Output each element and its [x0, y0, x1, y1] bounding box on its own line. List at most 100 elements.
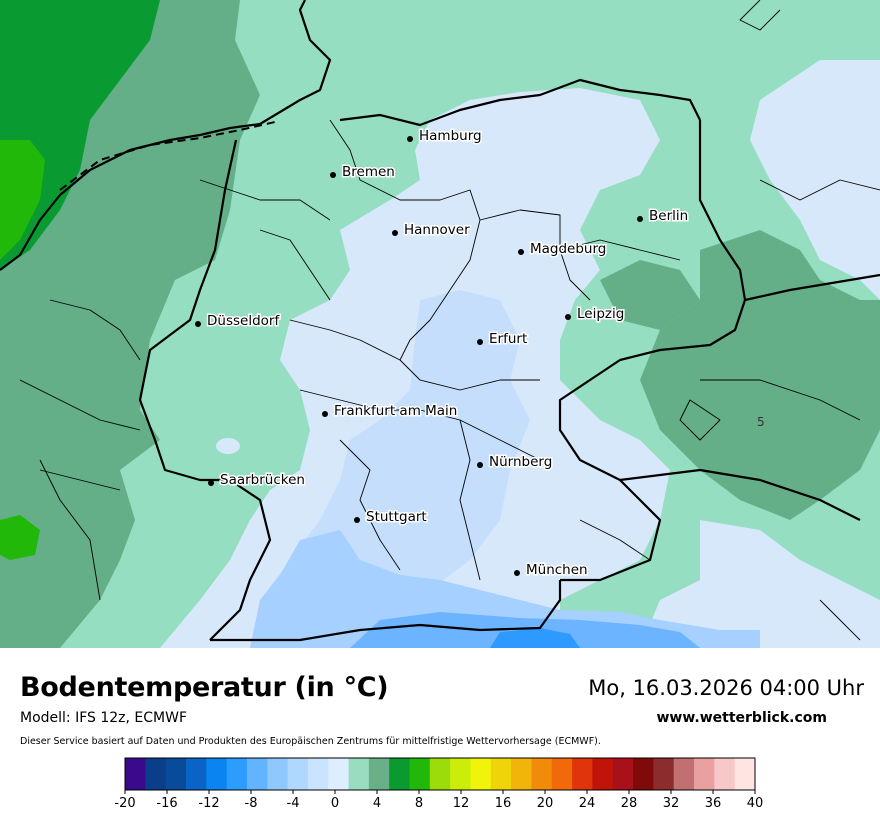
legend-swatch — [328, 758, 350, 790]
zone-cold-blue — [250, 530, 760, 648]
border-west — [138, 139, 272, 641]
legend-tick-label: -8 — [245, 796, 258, 811]
coastline-elbe — [259, 0, 332, 125]
temperature-map: Hamburg Bremen Hannover Berlin Magdeburg Leip… — [0, 0, 880, 648]
city-marker — [322, 411, 328, 417]
legend-swatch — [165, 758, 187, 790]
city-label: Düsseldorf — [207, 313, 280, 329]
zone-cold-light-ne — [750, 60, 880, 300]
legend-swatch — [145, 758, 167, 790]
legend-swatch — [531, 758, 553, 790]
zone-cold-strong — [490, 628, 580, 648]
legend-swatch — [185, 758, 207, 790]
color-legend: -20 -16 -12 -8 -4 0 4 8 12 16 20 24 28 32 36 40 — [114, 757, 764, 811]
border-south — [210, 580, 562, 642]
forecast-datetime: Mo, 16.03.2026 04:00 Uhr — [588, 676, 864, 700]
city-label: Hamburg — [419, 128, 482, 144]
city-label: Leipzig — [577, 306, 624, 322]
legend-tick-label: -12 — [198, 796, 219, 811]
city-marker — [208, 480, 214, 486]
city-marker — [637, 216, 643, 222]
legend-tick-label: 36 — [705, 796, 722, 811]
legend-swatch — [409, 758, 431, 790]
city-label: Saarbrücken — [220, 472, 305, 488]
legend-swatch — [490, 758, 512, 790]
legend-tick-label: 12 — [453, 796, 470, 811]
city-marker — [392, 230, 398, 236]
legend-tick-label: 0 — [331, 796, 339, 811]
legend-swatch — [226, 758, 248, 790]
zone-teal-east2 — [600, 260, 700, 330]
city-marker — [477, 339, 483, 345]
legend-tick-label: 40 — [747, 796, 764, 811]
disclaimer-text: Dieser Service basiert auf Daten und Pro… — [20, 736, 601, 747]
legend-swatch — [694, 758, 715, 790]
zone-teal-east — [640, 230, 880, 520]
legend-tick-label: 16 — [495, 796, 512, 811]
city-marker — [195, 321, 201, 327]
zone-cold-light-east — [640, 520, 880, 648]
city-marker — [407, 136, 413, 142]
coastline-baltic — [339, 78, 701, 127]
border-poland — [744, 273, 880, 302]
border-czech — [619, 468, 861, 521]
city-label: Stuttgart — [366, 509, 427, 525]
legend-swatch — [653, 758, 675, 790]
city-marker — [518, 249, 524, 255]
city-marker — [565, 314, 571, 320]
legend-swatch — [511, 758, 532, 790]
legend-swatch — [450, 758, 471, 790]
legend-swatch — [348, 758, 370, 790]
zone-green — [0, 0, 160, 270]
city-label: Magdeburg — [530, 241, 606, 257]
legend-tick-label: 24 — [579, 796, 596, 811]
legend-swatch — [287, 758, 309, 790]
legend-swatch — [612, 758, 634, 790]
legend-swatch — [307, 758, 329, 790]
legend-tick-label: -4 — [287, 796, 300, 811]
city-marker — [354, 517, 360, 523]
legend-swatch — [429, 758, 451, 790]
city-label: Hannover — [404, 222, 470, 238]
legend-swatch — [673, 758, 695, 790]
legend-swatch — [125, 758, 146, 790]
legend-swatch — [206, 758, 228, 790]
legend-tick-label: 4 — [373, 796, 381, 811]
city-label: Erfurt — [489, 331, 527, 347]
legend-border — [124, 757, 756, 791]
border-east — [558, 120, 747, 582]
city-label: Bremen — [342, 164, 395, 180]
city-label: Berlin — [649, 208, 688, 224]
legend-swatch — [246, 758, 268, 790]
legend-tick-label: 32 — [663, 796, 680, 811]
city-marker — [477, 462, 483, 468]
coastline-north — [0, 122, 261, 271]
model-info: Modell: IFS 12z, ECMWF — [20, 710, 188, 726]
legend-swatch — [734, 758, 756, 790]
city-marker — [514, 570, 520, 576]
legend-tick-label: -16 — [156, 796, 177, 811]
legend-tick-label: -20 — [114, 796, 135, 811]
map-title: Bodentemperatur (in °C) — [20, 672, 389, 703]
zone-bright-green — [0, 140, 45, 260]
zone-bright-green2 — [0, 515, 40, 560]
sea-boundary — [59, 121, 276, 191]
site-link[interactable]: www.wetterblick.com — [656, 710, 828, 726]
legend-swatch — [572, 758, 593, 790]
contour-label: 5 — [757, 415, 765, 429]
legend-swatch — [714, 758, 736, 790]
legend-swatch — [470, 758, 492, 790]
legend-swatch — [389, 758, 411, 790]
legend-tick-label: 20 — [537, 796, 554, 811]
legend-swatch — [368, 758, 390, 790]
info-panel: Bodentemperatur (in °C) Mo, 16.03.2026 0… — [0, 648, 880, 830]
city-label: Frankfurt am Main — [334, 403, 457, 419]
patch-cold2 — [553, 484, 577, 496]
legend-swatch — [267, 758, 289, 790]
city-marker — [330, 172, 336, 178]
legend-swatch — [592, 758, 614, 790]
legend-swatch — [551, 758, 573, 790]
legend-tick-label: 28 — [621, 796, 638, 811]
city-label: München — [526, 562, 588, 578]
legend-swatch — [633, 758, 654, 790]
